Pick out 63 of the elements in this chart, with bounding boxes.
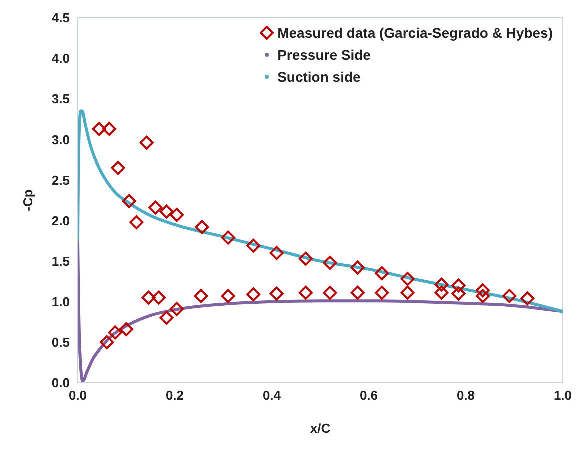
- point: [270, 286, 284, 301]
- point: [100, 335, 114, 350]
- point: [452, 278, 466, 293]
- point: [400, 272, 415, 286]
- point: [170, 208, 184, 222]
- point: [246, 288, 261, 302]
- x-tick-label: 0.0: [68, 388, 88, 404]
- point: [160, 204, 174, 219]
- point: [92, 122, 106, 136]
- y-tick-label: 0.0: [52, 376, 70, 391]
- point: [170, 302, 184, 316]
- x-tick-label: 0.6: [360, 388, 378, 404]
- point: [375, 266, 390, 280]
- point: [194, 289, 208, 304]
- point: [298, 252, 313, 266]
- point: [111, 161, 126, 176]
- y-tick-label: 2.5: [52, 172, 70, 188]
- point: [502, 289, 517, 304]
- legend-label: Pressure Side: [278, 46, 371, 65]
- y-tick-label: 1.5: [52, 254, 70, 269]
- point: [195, 220, 210, 234]
- point: [520, 292, 535, 306]
- point: [221, 289, 236, 304]
- point: [476, 284, 490, 298]
- x-tick-label: 0.2: [166, 388, 184, 404]
- y-tick-label: 3.5: [52, 92, 70, 107]
- y-tick-label: 1.0: [52, 294, 70, 310]
- y-tick-label: 2.0: [52, 213, 70, 228]
- y-tick-label: 4.5: [52, 10, 70, 26]
- point: [246, 238, 261, 253]
- point: [108, 326, 122, 340]
- point: [298, 286, 313, 300]
- point: [221, 230, 236, 245]
- legend-label: Measured data (Garcia-Segrado & Hybes): [278, 24, 553, 43]
- point: [102, 122, 117, 136]
- point: [323, 256, 338, 270]
- point: [350, 260, 365, 275]
- x-tick-label: 0.8: [456, 388, 476, 404]
- y-tick-label: 0.5: [52, 335, 70, 350]
- y-axis-title: -Cp: [20, 190, 36, 212]
- point: [350, 286, 365, 300]
- point: [160, 311, 174, 326]
- point: [452, 286, 466, 301]
- point: [434, 278, 449, 292]
- point: [152, 290, 166, 305]
- point: [375, 286, 390, 300]
- point: [148, 200, 163, 215]
- point: [476, 289, 490, 304]
- point: [120, 322, 134, 336]
- y-tick-label: 3.0: [52, 132, 70, 148]
- y-tick-label: 4.0: [52, 51, 70, 66]
- x-tick-label: 1.0: [554, 388, 572, 404]
- point: [270, 246, 284, 260]
- point: [122, 194, 136, 208]
- point: [140, 136, 154, 150]
- x-axis-title: x/C: [310, 421, 332, 436]
- legend-label: Suction side: [278, 68, 361, 87]
- point: [400, 286, 415, 300]
- point: [434, 286, 449, 300]
- point: [142, 290, 156, 305]
- x-tick-label: 0.4: [262, 388, 282, 404]
- point: [323, 286, 338, 300]
- point: [130, 215, 144, 230]
